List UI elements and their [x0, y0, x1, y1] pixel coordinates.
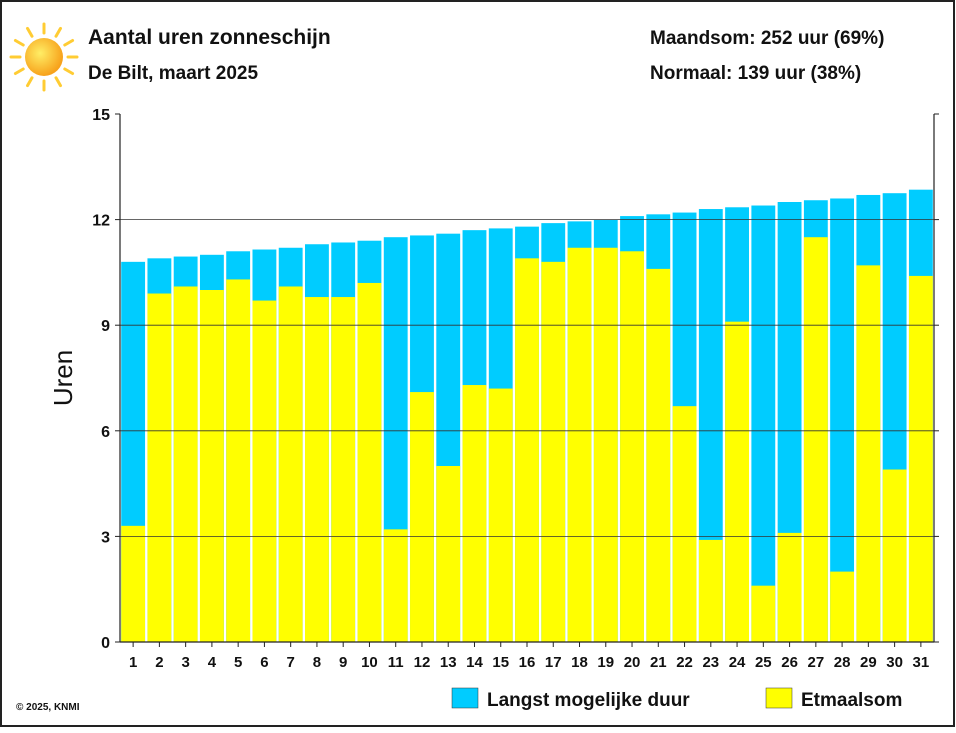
sun-ray — [13, 67, 25, 75]
y-tick-label: 6 — [101, 424, 110, 441]
legend-swatch-daily-sum — [765, 687, 793, 709]
x-tick-label: 18 — [571, 654, 588, 671]
bar-daily-sum-day-14 — [462, 385, 487, 642]
sun-ray — [63, 39, 75, 47]
x-tick-label: 2 — [155, 654, 163, 671]
sun-icon — [9, 22, 79, 92]
bar-daily-sum-day-9 — [331, 297, 356, 642]
x-tick-label: 27 — [807, 654, 824, 671]
x-tick-label: 17 — [545, 654, 562, 671]
bar-daily-sum-day-4 — [199, 290, 224, 642]
bar-daily-sum-day-11 — [383, 529, 408, 642]
y-tick-label: 12 — [92, 213, 110, 230]
x-tick-label: 19 — [597, 654, 614, 671]
bar-daily-sum-day-2 — [147, 293, 172, 642]
bar-daily-sum-day-29 — [856, 265, 881, 642]
bar-daily-sum-day-28 — [830, 571, 855, 642]
y-tick-label: 9 — [101, 318, 110, 335]
x-tick-label: 10 — [361, 654, 378, 671]
x-tick-label: 26 — [781, 654, 798, 671]
x-tick-label: 12 — [414, 654, 431, 671]
sun-ray — [54, 76, 62, 88]
bar-max-duration-day-26 — [777, 202, 802, 642]
x-tick-label: 21 — [650, 654, 667, 671]
x-tick-label: 30 — [886, 654, 903, 671]
x-tick-label: 25 — [755, 654, 772, 671]
x-tick-label: 22 — [676, 654, 693, 671]
sun-ray — [26, 26, 34, 38]
chart-title: Aantal uren zonneschijn — [88, 26, 331, 49]
y-tick-label: 15 — [92, 107, 110, 124]
monthly-sum: Maandsom: 252 uur (69%) — [650, 28, 884, 49]
x-tick-label: 24 — [729, 654, 746, 671]
copyright: © 2025, KNMI — [16, 702, 80, 713]
bar-daily-sum-day-8 — [305, 297, 329, 642]
sun-ray — [13, 39, 25, 47]
x-tick-label: 4 — [208, 654, 217, 671]
legend: Langst mogelijke duur Etmaalsom — [451, 687, 902, 711]
legend-swatch-max-duration — [451, 687, 479, 709]
bar-daily-sum-day-18 — [567, 247, 592, 642]
x-tick-label: 6 — [260, 654, 268, 671]
bar-daily-sum-day-3 — [173, 286, 198, 642]
bar-max-duration-day-25 — [751, 205, 776, 642]
bar-daily-sum-day-17 — [541, 261, 566, 642]
normal-sum: Normaal: 139 uur (38%) — [650, 63, 861, 84]
x-tick-label: 28 — [834, 654, 851, 671]
bar-daily-sum-day-23 — [698, 539, 723, 642]
x-tick-label: 29 — [860, 654, 877, 671]
x-tick-label: 8 — [313, 654, 321, 671]
bar-daily-sum-day-1 — [121, 525, 146, 642]
sun-ray — [63, 67, 75, 75]
bar-max-duration-day-23 — [698, 209, 723, 643]
bar-daily-sum-day-31 — [908, 275, 933, 642]
sun-ray — [54, 26, 62, 38]
legend-label-daily-sum: Etmaalsom — [801, 690, 902, 711]
y-tick-label: 0 — [101, 635, 110, 652]
legend-label-max-duration: Langst mogelijke duur — [487, 690, 690, 711]
chart-subtitle: De Bilt, maart 2025 — [88, 63, 258, 84]
bar-daily-sum-day-24 — [725, 321, 749, 642]
bar-daily-sum-day-15 — [488, 388, 513, 642]
bar-daily-sum-day-16 — [515, 258, 539, 642]
x-tick-label: 9 — [339, 654, 347, 671]
bar-daily-sum-day-27 — [803, 237, 828, 642]
bar-daily-sum-day-30 — [882, 469, 907, 642]
y-axis-label: Uren — [48, 350, 78, 406]
bar-daily-sum-day-5 — [226, 279, 251, 642]
bar-daily-sum-day-6 — [252, 300, 277, 642]
x-tick-label: 14 — [466, 654, 483, 671]
x-tick-label: 3 — [181, 654, 189, 671]
bar-daily-sum-day-12 — [410, 392, 434, 642]
x-tick-label: 16 — [519, 654, 536, 671]
x-tick-label: 11 — [388, 654, 404, 671]
sun-disc — [25, 38, 63, 76]
x-tick-label: 1 — [129, 654, 137, 671]
x-tick-label: 31 — [913, 654, 930, 671]
bar-daily-sum-day-22 — [672, 406, 697, 642]
bar-daily-sum-day-26 — [777, 532, 802, 642]
bar-daily-sum-day-13 — [436, 466, 461, 642]
bar-max-duration-day-28 — [830, 198, 855, 643]
y-tick-label: 3 — [101, 529, 110, 546]
x-tick-label: 7 — [287, 654, 295, 671]
bar-daily-sum-day-10 — [357, 282, 382, 642]
bar-daily-sum-day-20 — [620, 251, 644, 642]
sun-ray — [26, 76, 34, 88]
bar-daily-sum-day-19 — [593, 247, 618, 642]
bar-daily-sum-day-25 — [751, 585, 776, 642]
bar-daily-sum-day-7 — [278, 286, 303, 642]
x-tick-label: 13 — [440, 654, 457, 671]
x-tick-label: 5 — [234, 654, 242, 671]
x-tick-label: 23 — [702, 654, 719, 671]
bar-daily-sum-day-21 — [646, 268, 671, 642]
x-tick-label: 20 — [624, 654, 641, 671]
x-tick-label: 15 — [492, 654, 509, 671]
